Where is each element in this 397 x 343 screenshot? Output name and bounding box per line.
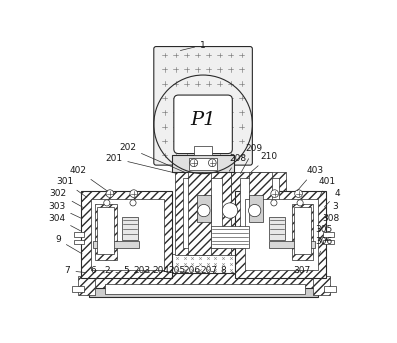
Bar xyxy=(74,240,85,245)
Circle shape xyxy=(271,190,279,198)
Bar xyxy=(269,217,285,240)
Text: 207: 207 xyxy=(200,266,217,275)
Circle shape xyxy=(295,190,303,198)
Text: 305: 305 xyxy=(315,225,333,243)
Text: 204: 204 xyxy=(152,266,169,275)
Bar xyxy=(172,155,234,172)
Circle shape xyxy=(106,190,114,198)
Text: 307: 307 xyxy=(293,266,310,275)
Text: 206: 206 xyxy=(184,266,201,275)
Text: 3: 3 xyxy=(325,202,338,218)
Bar xyxy=(313,276,330,295)
Bar xyxy=(324,286,335,292)
Bar xyxy=(323,240,334,245)
Bar xyxy=(103,255,305,276)
Bar xyxy=(269,241,316,248)
Bar xyxy=(249,172,272,255)
Text: 302: 302 xyxy=(50,189,84,208)
Bar xyxy=(122,217,138,240)
Bar xyxy=(323,232,334,237)
Circle shape xyxy=(222,203,238,218)
Circle shape xyxy=(249,204,261,217)
Bar xyxy=(240,178,279,248)
Bar xyxy=(183,178,222,248)
Bar xyxy=(74,232,85,237)
Bar xyxy=(93,241,139,248)
Circle shape xyxy=(208,159,216,167)
Bar xyxy=(95,204,117,260)
Bar xyxy=(197,195,211,222)
Text: 301: 301 xyxy=(56,177,87,197)
Bar xyxy=(175,172,231,255)
Text: 201: 201 xyxy=(105,154,175,173)
Bar xyxy=(72,286,84,292)
Text: 205: 205 xyxy=(168,266,185,275)
Bar xyxy=(89,287,318,297)
Bar xyxy=(235,191,326,277)
Circle shape xyxy=(130,190,138,198)
Bar xyxy=(104,284,305,294)
Text: 303: 303 xyxy=(48,202,82,218)
Bar xyxy=(91,199,164,270)
Text: 2: 2 xyxy=(105,266,118,275)
Bar xyxy=(77,276,94,295)
Circle shape xyxy=(198,204,210,217)
Text: 209: 209 xyxy=(241,144,262,174)
Circle shape xyxy=(190,159,198,167)
FancyBboxPatch shape xyxy=(154,47,252,165)
Text: 210: 210 xyxy=(251,152,277,172)
Bar xyxy=(89,273,318,290)
Text: 306: 306 xyxy=(315,237,333,254)
Bar xyxy=(211,226,249,248)
Text: P1: P1 xyxy=(190,111,216,129)
Bar xyxy=(188,172,211,255)
Text: 403: 403 xyxy=(297,166,323,191)
Text: 8: 8 xyxy=(220,266,234,275)
Text: 202: 202 xyxy=(119,143,185,173)
Text: 5: 5 xyxy=(123,266,137,275)
Bar xyxy=(97,207,114,255)
Bar xyxy=(245,199,318,270)
Text: 401: 401 xyxy=(318,177,335,197)
Text: 208: 208 xyxy=(229,154,246,171)
Text: 7: 7 xyxy=(65,266,87,275)
Bar xyxy=(231,172,286,255)
Circle shape xyxy=(271,200,277,206)
Bar xyxy=(294,207,311,255)
Circle shape xyxy=(104,200,110,206)
Bar xyxy=(189,158,217,170)
Text: 203: 203 xyxy=(133,266,150,275)
Circle shape xyxy=(175,97,231,152)
Text: 9: 9 xyxy=(56,235,82,254)
Text: 402: 402 xyxy=(70,166,108,191)
Circle shape xyxy=(130,200,136,206)
Text: 304: 304 xyxy=(48,214,81,231)
Bar xyxy=(292,204,313,260)
Bar xyxy=(194,146,212,155)
FancyBboxPatch shape xyxy=(174,95,232,154)
Text: 6: 6 xyxy=(91,266,104,275)
Text: 4: 4 xyxy=(324,189,340,207)
Bar xyxy=(249,195,263,222)
Text: 1: 1 xyxy=(180,40,206,50)
Text: 308: 308 xyxy=(322,214,339,229)
Circle shape xyxy=(297,200,303,206)
Bar xyxy=(81,191,172,277)
